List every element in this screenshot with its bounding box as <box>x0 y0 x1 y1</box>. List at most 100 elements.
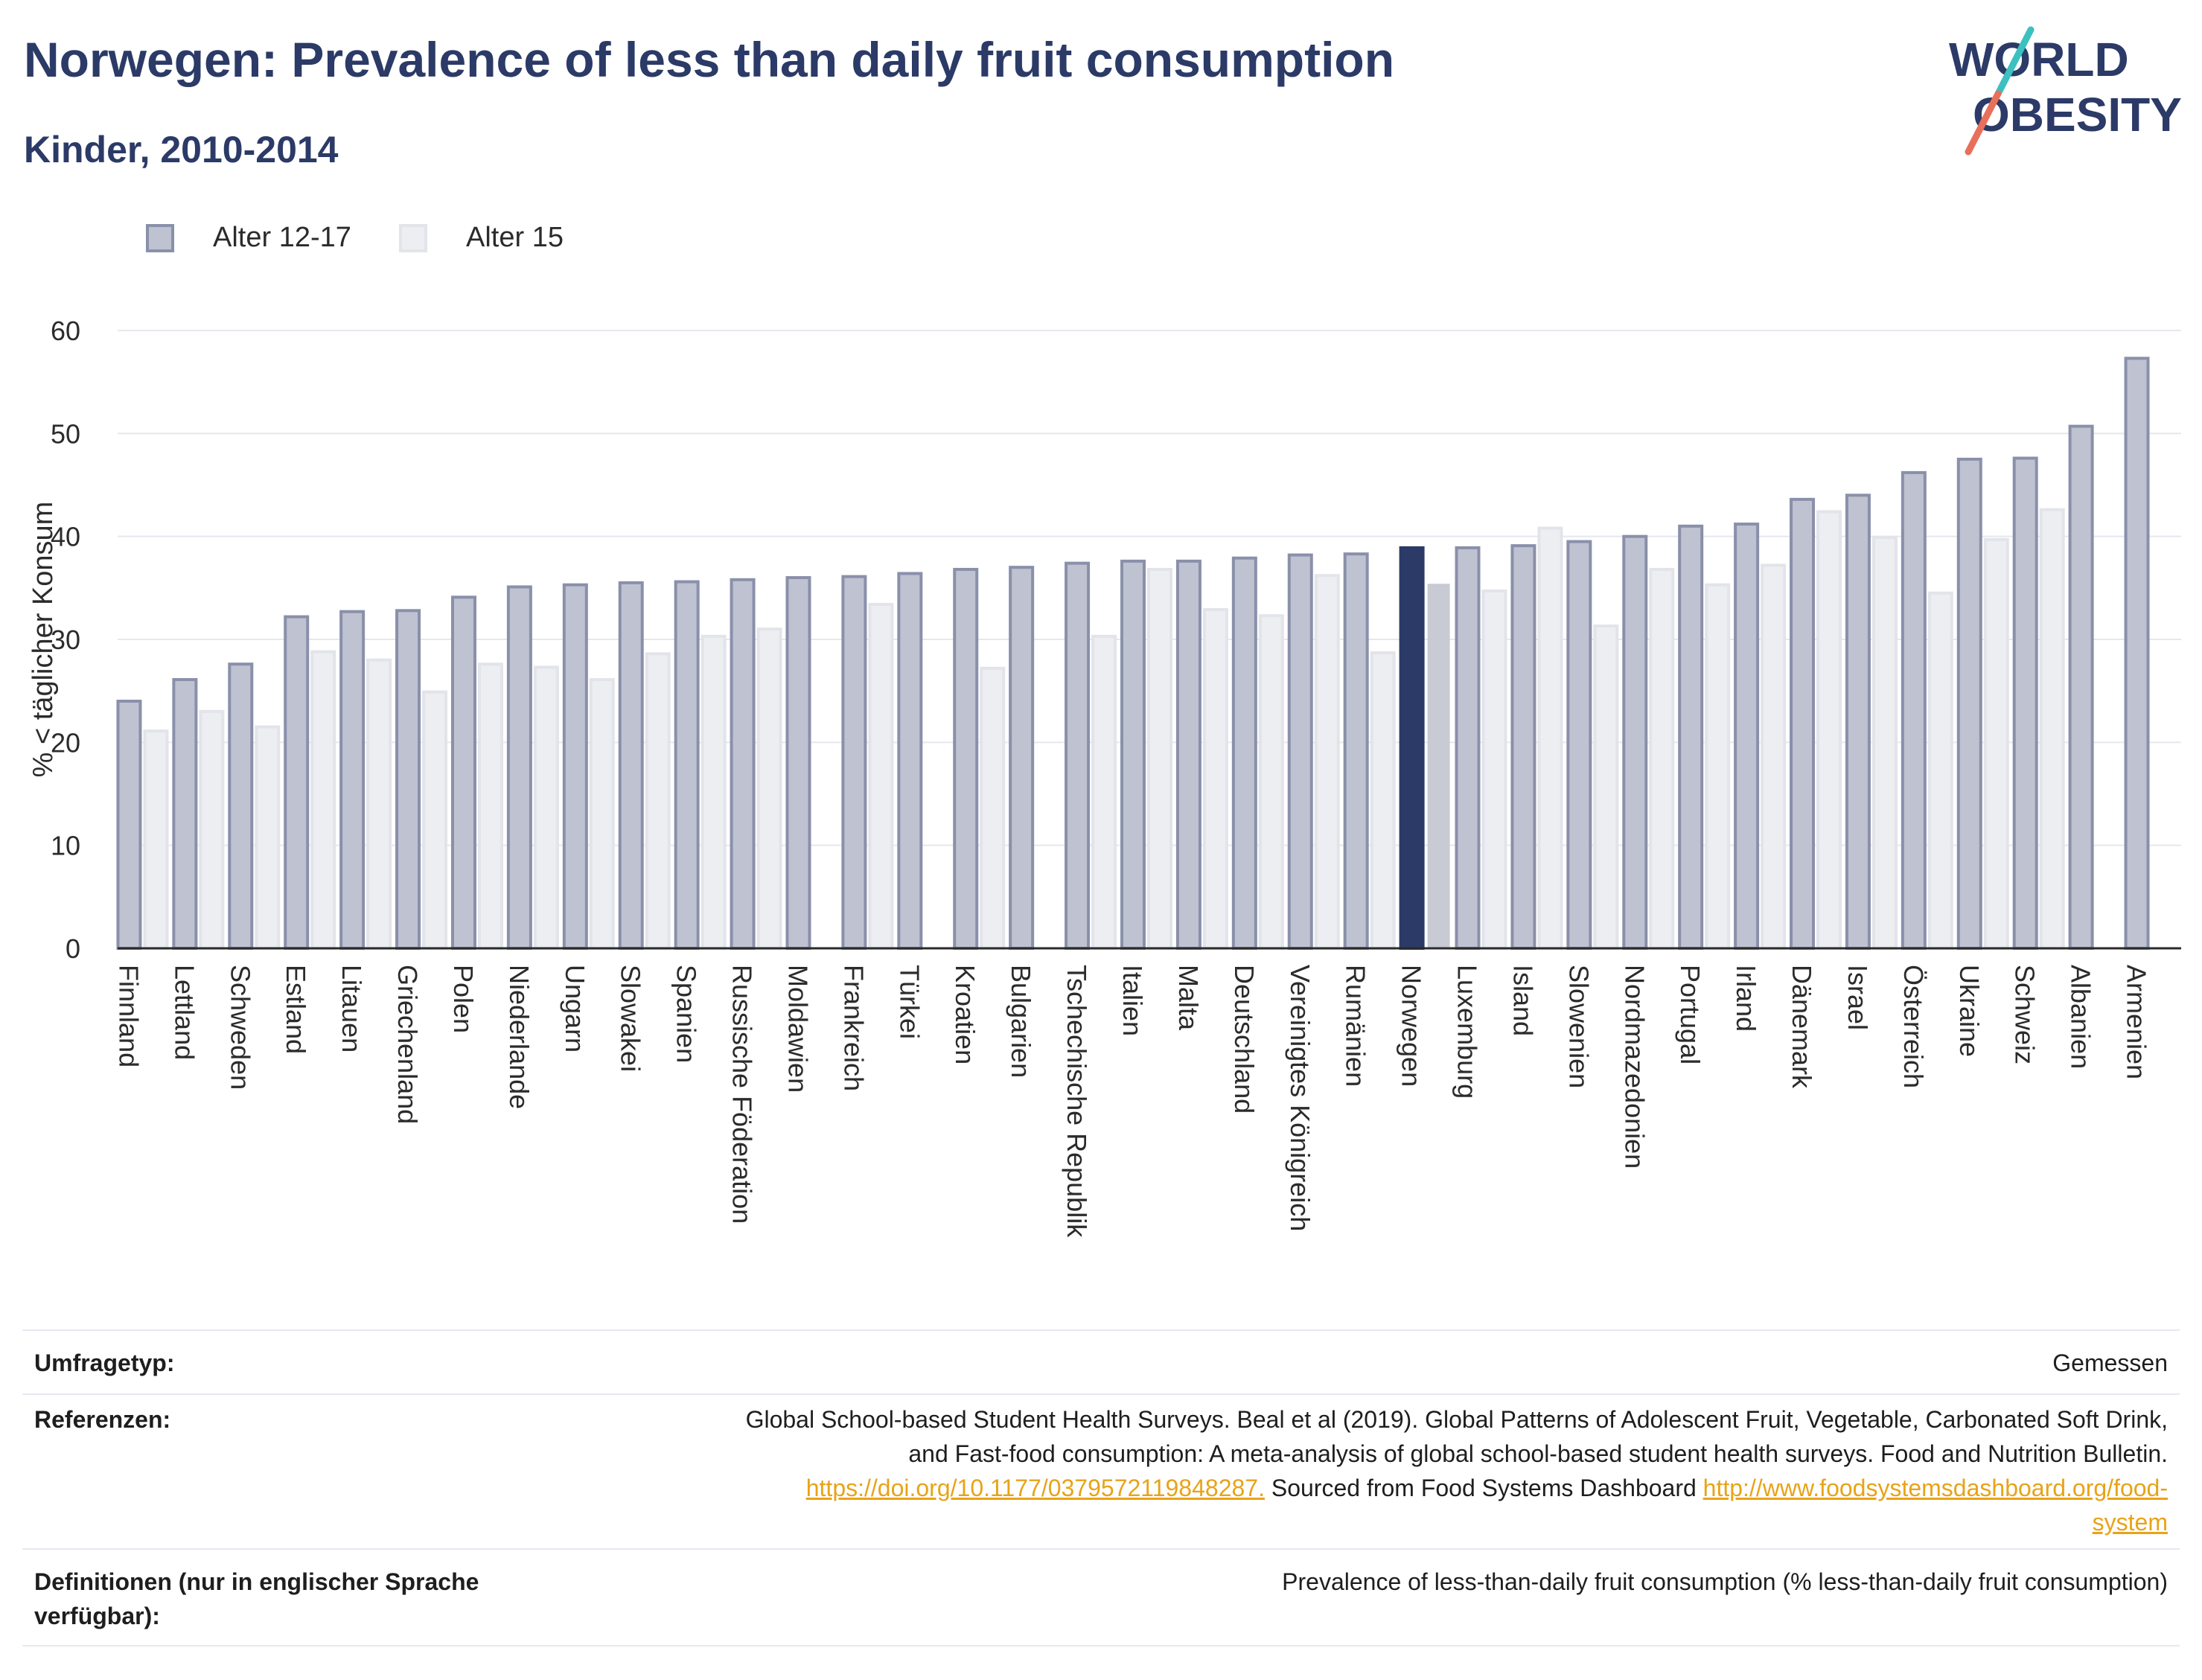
bar-alter-12-17 <box>953 567 979 950</box>
bar-alter-15 <box>1871 536 1898 950</box>
bar-alter-12-17 <box>1120 559 1146 951</box>
x-tick-label: Italien <box>1117 965 1148 1036</box>
x-tick-label: Ukraine <box>1954 965 1985 1057</box>
x-tick-label: Finnland <box>113 965 144 1067</box>
x-tick-label: Frankreich <box>838 965 869 1091</box>
bar-alter-15 <box>868 602 894 950</box>
bar-alter-12-17 <box>1901 470 1927 950</box>
bar-alter-15 <box>1314 574 1340 950</box>
y-tick-label: 20 <box>51 727 80 758</box>
survey-type-value: Gemessen <box>2052 1350 2168 1376</box>
food-systems-link[interactable]: http://www.foodsystemsdashboard.org/food… <box>1702 1475 2168 1501</box>
x-tick-label: Portugal <box>1675 965 1705 1064</box>
survey-type-label: Umfragetyp: <box>34 1350 175 1376</box>
bar-alter-15 <box>1705 583 1731 950</box>
bar-alter-15 <box>366 658 392 950</box>
bar-alter-12-17 <box>1231 556 1257 950</box>
bar-alter-12-17 <box>1734 523 1760 951</box>
bar-alter-12-17 <box>730 578 756 950</box>
bar-alter-15 <box>1649 567 1675 950</box>
y-tick-label: 30 <box>51 625 80 655</box>
bar-alter-12-17 <box>618 581 644 950</box>
doi-link[interactable]: https://doi.org/10.1177/0379572119848287… <box>805 1475 1265 1501</box>
x-tick-label: Albanien <box>2066 965 2096 1069</box>
bar-alter-12-17 <box>1287 553 1313 951</box>
definitions-value: Prevalence of less-than-daily fruit cons… <box>1282 1568 2168 1595</box>
bar-alter-12-17 <box>172 677 198 950</box>
references-line4: system <box>456 1505 2168 1539</box>
x-tick-label: Deutschland <box>1229 965 1260 1114</box>
x-tick-label: Griechenland <box>392 965 423 1124</box>
bar-alter-12-17 <box>562 583 588 950</box>
y-axis-title: % < täglicher Konsum <box>28 502 59 778</box>
bar-alter-12-17 <box>1175 559 1201 951</box>
bar-alter-15 <box>1761 563 1787 950</box>
bar-alter-15 <box>1927 591 1953 950</box>
bar-alter-15 <box>1537 526 1563 951</box>
legend-label: Alter 15 <box>466 222 564 253</box>
references-line3: https://doi.org/10.1177/0379572119848287… <box>456 1471 2168 1505</box>
legend-swatch <box>146 223 174 252</box>
x-tick-label: Slowenien <box>1563 965 1594 1088</box>
x-tick-label: Island <box>1507 965 1538 1036</box>
page-subtitle: Kinder, 2010-2014 <box>24 129 339 170</box>
bar-alter-12-17 <box>1399 546 1425 950</box>
x-tick-label: Lettland <box>169 965 200 1060</box>
bar-alter-12-17 <box>1790 497 1816 951</box>
x-tick-label: Litauen <box>336 965 367 1053</box>
x-tick-label: Tschechische Republik <box>1062 965 1092 1238</box>
bar-alter-12-17 <box>897 572 923 950</box>
y-tick-label: 60 <box>51 316 80 346</box>
bar-alter-15 <box>199 709 225 950</box>
logo-text-line1: WORLD <box>1949 33 2129 86</box>
bar-alter-12-17 <box>1455 546 1481 950</box>
bar-alter-12-17 <box>2012 456 2038 951</box>
bar-alter-15 <box>1147 567 1172 950</box>
bar-alter-15 <box>1091 634 1117 950</box>
bar-alter-15 <box>2039 508 2065 950</box>
x-tick-label: Dänemark <box>1787 965 1817 1089</box>
bar-alter-12-17 <box>674 580 700 950</box>
bar-alter-15 <box>701 634 727 950</box>
bar-alter-12-17 <box>1510 544 1536 951</box>
references-line2: and Fast-food consumption: A meta-analys… <box>908 1440 2168 1467</box>
bar-alter-15 <box>589 677 615 950</box>
bar-alter-12-17 <box>284 615 310 950</box>
x-tick-label: Rumänien <box>1341 965 1371 1087</box>
x-tick-label: Schweiz <box>2010 965 2040 1064</box>
x-tick-label: Polen <box>448 965 479 1033</box>
x-tick-label: Estland <box>281 965 311 1054</box>
x-tick-label: Österreich <box>1898 965 1929 1088</box>
bar-alter-15 <box>310 650 336 950</box>
bar-chart: 0 10 20 30 40 50 60 % < täglicher Konsum Finnlan… <box>28 316 2181 1238</box>
food-systems-link-cont[interactable]: system <box>2092 1509 2168 1536</box>
references-mid-text: Sourced from Food Systems Dashboard <box>1264 1475 1703 1501</box>
x-tick-label: Slowakei <box>616 965 646 1072</box>
bar-alter-12-17 <box>1622 534 1648 950</box>
legend-item-alter-15[interactable]: Alter 15 <box>399 222 564 254</box>
legend-item-alter-12-17[interactable]: Alter 12-17 <box>146 222 351 254</box>
x-tick-label: Luxemburg <box>1452 965 1483 1099</box>
x-tick-label: Israel <box>1842 965 1873 1030</box>
bar-alter-15 <box>1816 510 1842 950</box>
bar-alter-12-17 <box>841 575 867 950</box>
x-tick-label: Ungarn <box>560 965 590 1053</box>
bar-alter-15 <box>1427 584 1450 948</box>
bar-alter-15 <box>143 729 169 950</box>
bar-alter-15 <box>422 690 448 950</box>
legend-swatch <box>399 223 427 252</box>
y-tick-label: 0 <box>66 933 80 964</box>
bar-alter-12-17 <box>116 700 142 950</box>
bar-alter-12-17 <box>228 662 254 950</box>
y-tick-label: 40 <box>51 522 80 552</box>
bar-alter-12-17 <box>506 585 532 950</box>
bar-alter-12-17 <box>1956 457 1982 950</box>
x-tick-label: Irland <box>1731 965 1761 1032</box>
x-tick-label: Vereinigtes Königreich <box>1285 965 1315 1231</box>
info-row-survey-type: Umfragetyp: Gemessen <box>22 1329 2180 1395</box>
bar-alter-12-17 <box>450 595 476 950</box>
bar-alter-15 <box>1202 607 1228 950</box>
world-obesity-logo[interactable]: WORLD OBESITY <box>1935 21 2189 162</box>
x-tick-label: Spanien <box>671 965 702 1063</box>
y-tick-label: 50 <box>51 418 80 449</box>
